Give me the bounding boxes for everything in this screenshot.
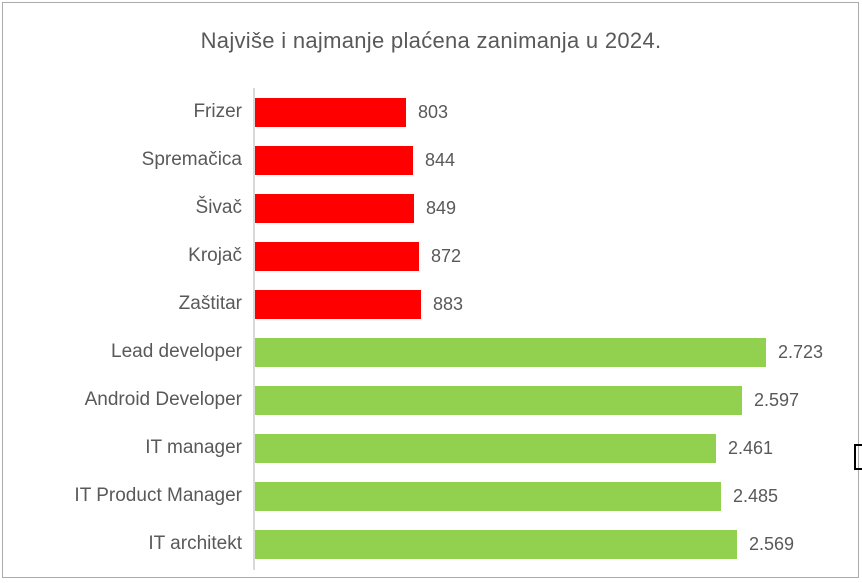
bar: [255, 433, 716, 463]
value-label: 883: [433, 293, 464, 314]
chart-row: IT Product Manager 2.485: [0, 472, 862, 520]
category-label: Frizer: [193, 101, 242, 122]
category-label: Zaštitar: [178, 293, 242, 314]
category-label: Šivač: [195, 197, 242, 218]
value-label: 2.485: [733, 485, 779, 506]
chart-row: Krojač 872: [0, 232, 862, 280]
bar-track: 872: [255, 232, 862, 280]
chart-row: Zaštitar 883: [0, 280, 862, 328]
chart-row: Android Developer 2.597: [0, 376, 862, 424]
value-label: 2.461: [728, 437, 774, 458]
clipped-bracket-artifact: [854, 444, 862, 470]
chart-title: Najviše i najmanje plaćena zanimanja u 2…: [200, 28, 662, 53]
value-label: 2.569: [749, 533, 795, 554]
bar: [255, 97, 406, 127]
value-label: 849: [426, 197, 457, 218]
category-label: IT manager: [145, 437, 242, 458]
bar: [255, 289, 421, 319]
value-label: 844: [425, 149, 456, 170]
y-axis-line: [253, 88, 255, 570]
chart-row: Šivač 849: [0, 184, 862, 232]
chart-row: Lead developer 2.723: [0, 328, 862, 376]
bar-track: 2.461: [255, 424, 862, 472]
bar: [255, 337, 766, 367]
bar-track: 2.597: [255, 376, 862, 424]
category-label: Lead developer: [111, 341, 242, 362]
bar-track: 844: [255, 136, 862, 184]
bar: [255, 481, 721, 511]
bar: [255, 529, 737, 559]
bar-track: 803: [255, 88, 862, 136]
chart-row: Spremačica 844: [0, 136, 862, 184]
category-label: IT architekt: [148, 533, 242, 554]
value-label: 803: [418, 101, 449, 122]
chart-row: IT manager 2.461: [0, 424, 862, 472]
category-label: IT Product Manager: [74, 485, 242, 506]
bar: [255, 145, 413, 175]
bar-track: 2.723: [255, 328, 862, 376]
bar: [255, 385, 742, 415]
value-label: 2.723: [778, 341, 824, 362]
value-label: 2.597: [754, 389, 800, 410]
chart-row: Frizer 803: [0, 88, 862, 136]
value-label: 872: [431, 245, 462, 266]
bar-track: 849: [255, 184, 862, 232]
bar-track: 883: [255, 280, 862, 328]
bar-track: 2.485: [255, 472, 862, 520]
bar: [255, 193, 414, 223]
chart-rows: Frizer 803 Spremačica 844 Šivač 849 Kroj…: [0, 88, 862, 568]
category-label: Android Developer: [84, 389, 242, 410]
bar-track: 2.569: [255, 520, 862, 568]
category-label: Krojač: [188, 245, 242, 266]
category-label: Spremačica: [141, 149, 242, 170]
bar: [255, 241, 419, 271]
chart-row: IT architekt 2.569: [0, 520, 862, 568]
